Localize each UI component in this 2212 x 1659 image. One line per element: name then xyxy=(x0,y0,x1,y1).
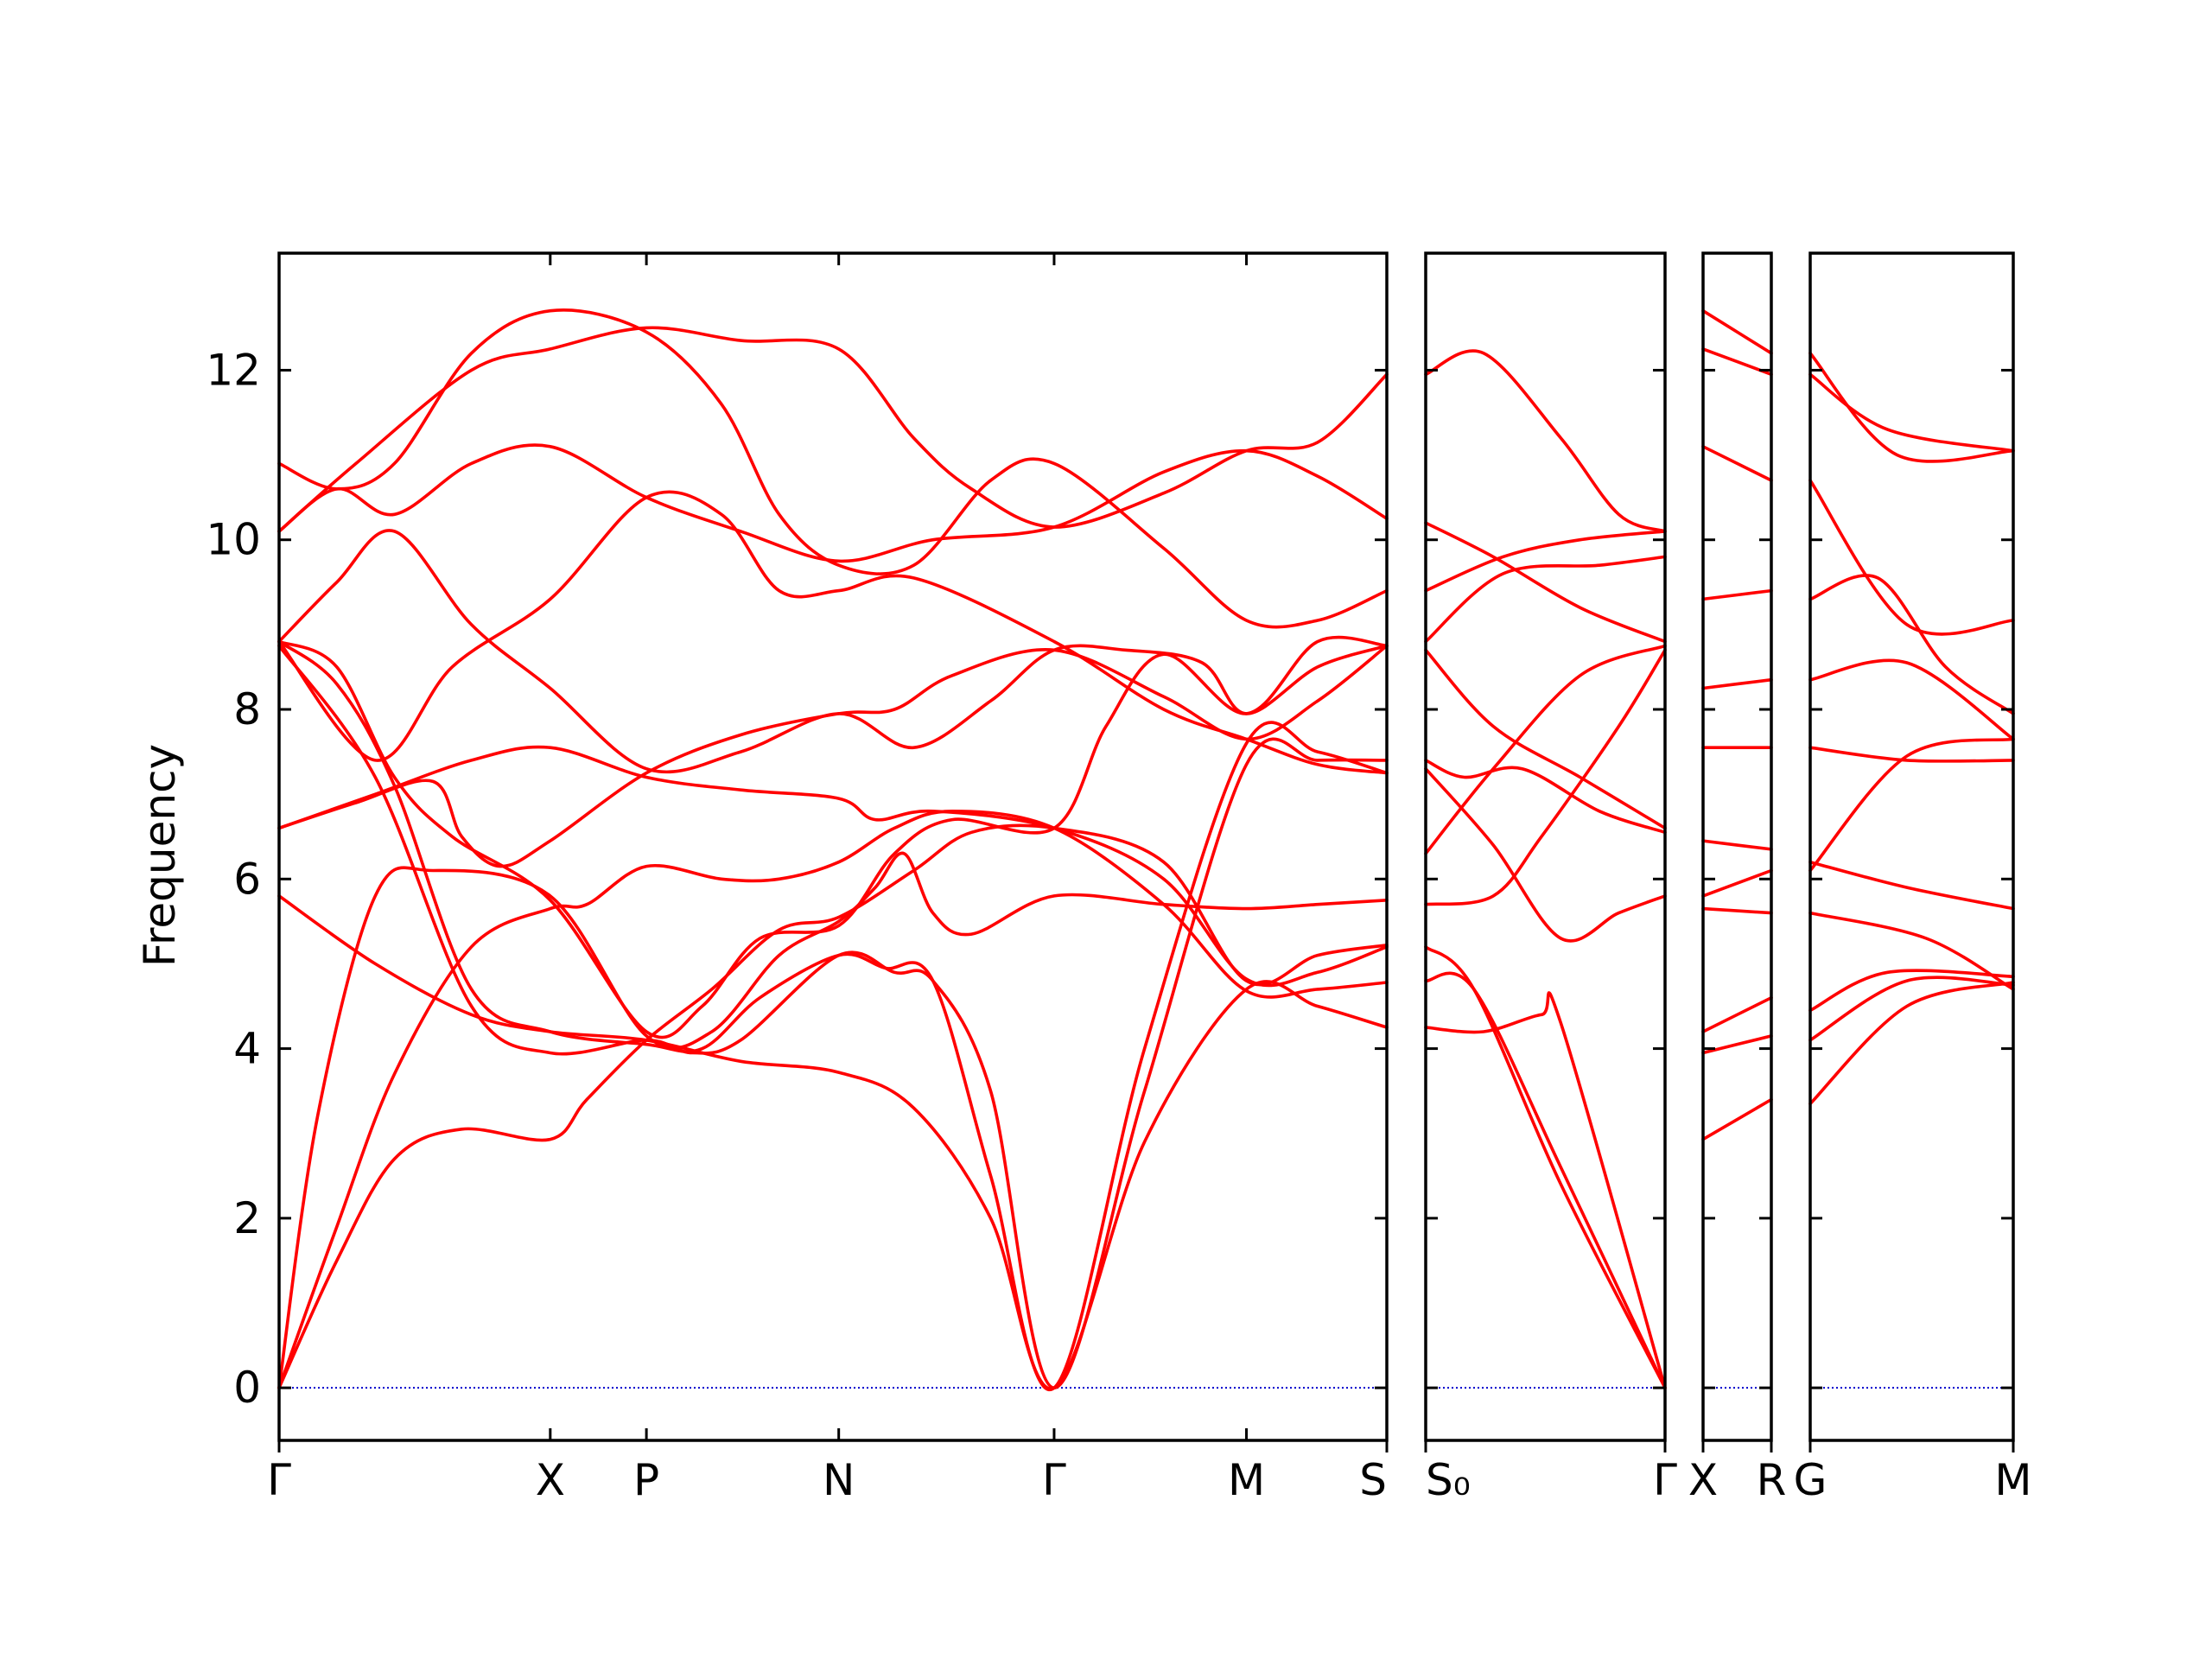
band-2 xyxy=(1424,971,1667,1389)
band-11 xyxy=(277,490,1389,775)
band-10 xyxy=(277,529,1389,774)
band-5 xyxy=(1424,644,1667,855)
band-11 xyxy=(1808,372,2015,453)
x-tick-label: Γ xyxy=(267,1455,291,1505)
x-tick-label: M xyxy=(1228,1455,1265,1505)
band-10 xyxy=(1701,445,1773,482)
panel-frame xyxy=(277,251,1389,1442)
band-2 xyxy=(277,810,1389,1389)
y-tick-label: 8 xyxy=(233,684,261,734)
band-7 xyxy=(1424,759,1667,835)
band-12 xyxy=(1701,308,1773,355)
band-11 xyxy=(1424,521,1667,644)
x-tick-label: R xyxy=(1757,1455,1787,1505)
band-5 xyxy=(277,644,1389,868)
band-5 xyxy=(1808,860,2015,911)
band-12 xyxy=(1808,352,2015,463)
band-9 xyxy=(1808,574,2015,715)
band-3 xyxy=(277,851,1389,1389)
panel-frame xyxy=(1808,251,2015,1442)
band-6 xyxy=(277,745,1389,988)
band-11 xyxy=(1701,347,1773,377)
band-3 xyxy=(1701,995,1773,1033)
y-tick-label: 4 xyxy=(233,1024,261,1074)
band-12 xyxy=(1424,349,1667,533)
y-axis-label: Frequency xyxy=(135,744,185,967)
x-tick-label: N xyxy=(823,1455,855,1505)
y-tick-label: 12 xyxy=(206,345,261,395)
x-tick-label: Γ xyxy=(1653,1455,1677,1505)
x-tick-label: Γ xyxy=(1042,1455,1066,1505)
panel-frame xyxy=(1424,251,1667,1442)
band-4 xyxy=(1424,648,1667,906)
x-tick-label: S xyxy=(1359,1455,1387,1505)
x-tick-label: X xyxy=(1688,1455,1718,1505)
band-10 xyxy=(1424,530,1667,593)
band-6 xyxy=(1701,839,1773,851)
band-3 xyxy=(1808,969,2015,1013)
panel-frame xyxy=(1701,251,1773,1442)
x-tick-label: G xyxy=(1794,1455,1827,1505)
band-3 xyxy=(1424,991,1667,1389)
band-1 xyxy=(1424,945,1667,1389)
band-7 xyxy=(277,644,1389,1389)
band-4 xyxy=(1808,911,2015,991)
band-2 xyxy=(1808,976,2015,1042)
band-8 xyxy=(1424,555,1667,644)
y-tick-label: 2 xyxy=(233,1193,261,1243)
y-tick-label: 6 xyxy=(233,854,261,904)
band-1 xyxy=(1808,981,2015,1106)
band-1 xyxy=(277,823,1389,1389)
band-9 xyxy=(1701,588,1773,601)
band-14 xyxy=(277,308,1389,629)
band-8 xyxy=(1808,658,2015,741)
band-8 xyxy=(1701,677,1773,690)
band-9 xyxy=(277,635,1389,1039)
y-tick-labels: 0 2 4 6 8 10 12 xyxy=(206,345,261,1413)
band-7 xyxy=(1808,746,2015,763)
band-6 xyxy=(1808,737,2015,873)
band-1 xyxy=(1701,1097,1773,1141)
band-5 xyxy=(1701,868,1773,898)
y-tick-label: 0 xyxy=(233,1363,261,1413)
x-tick-label: M xyxy=(1994,1455,2031,1505)
band-4 xyxy=(277,894,1389,1390)
band-10 xyxy=(1808,479,2015,636)
band-6 xyxy=(1424,766,1667,943)
band-2 xyxy=(1701,1034,1773,1055)
x-tick-label: X xyxy=(536,1455,565,1505)
panel-p2: S₀ Γ xyxy=(1424,251,1677,1505)
band-4 xyxy=(1701,906,1773,915)
y-tick-label: 10 xyxy=(206,515,261,565)
x-tick-label: P xyxy=(633,1455,659,1505)
band-8 xyxy=(277,639,1389,1392)
band-12 xyxy=(277,443,1389,563)
band-9 xyxy=(1424,648,1667,830)
x-tick-label: S₀ xyxy=(1426,1455,1471,1505)
band-13 xyxy=(277,326,1389,533)
